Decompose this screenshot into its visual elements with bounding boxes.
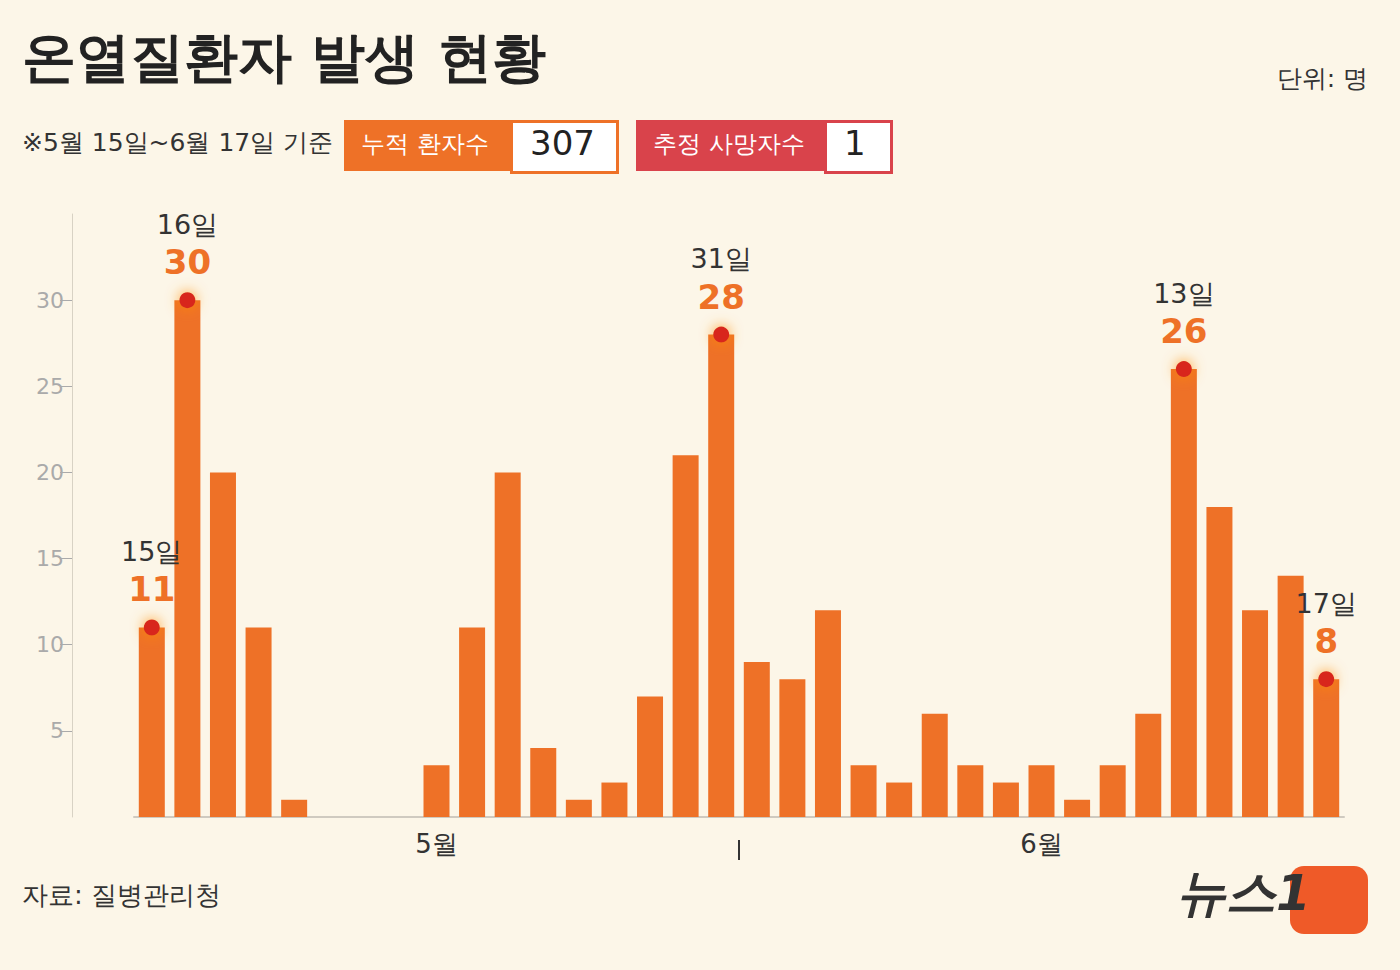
svg-text:31일: 31일	[691, 243, 752, 274]
svg-text:누적 환자수: 누적 환자수	[361, 130, 489, 158]
svg-text:13일: 13일	[1153, 278, 1214, 309]
svg-text:단위: 명: 단위: 명	[1277, 64, 1368, 93]
svg-text:※5월 15일~6월 17일 기준: ※5월 15일~6월 17일 기준	[22, 128, 333, 157]
svg-text:8: 8	[1314, 621, 1338, 661]
svg-text:307: 307	[530, 123, 595, 163]
svg-text:6월: 6월	[1020, 829, 1063, 859]
svg-text:17일: 17일	[1296, 588, 1357, 619]
svg-text:11: 11	[128, 569, 175, 609]
svg-text:뉴스1: 뉴스1	[1176, 864, 1311, 922]
svg-text:15일: 15일	[121, 536, 182, 567]
svg-text:10: 10	[36, 632, 64, 657]
svg-text:온열질환자 발생 현황: 온열질환자 발생 현황	[22, 26, 546, 89]
svg-text:자료: 질병관리청: 자료: 질병관리청	[22, 880, 221, 910]
svg-text:30: 30	[164, 242, 211, 282]
svg-text:28: 28	[698, 277, 745, 317]
svg-text:30: 30	[36, 288, 64, 313]
svg-text:추정 사망자수: 추정 사망자수	[653, 130, 805, 158]
svg-text:5: 5	[50, 718, 64, 743]
svg-text:25: 25	[36, 374, 64, 399]
svg-text:1: 1	[844, 123, 866, 163]
svg-text:26: 26	[1160, 311, 1207, 351]
svg-text:16일: 16일	[157, 209, 218, 240]
svg-text:20: 20	[36, 460, 64, 485]
svg-text:15: 15	[36, 546, 64, 571]
svg-text:5월: 5월	[415, 829, 458, 859]
